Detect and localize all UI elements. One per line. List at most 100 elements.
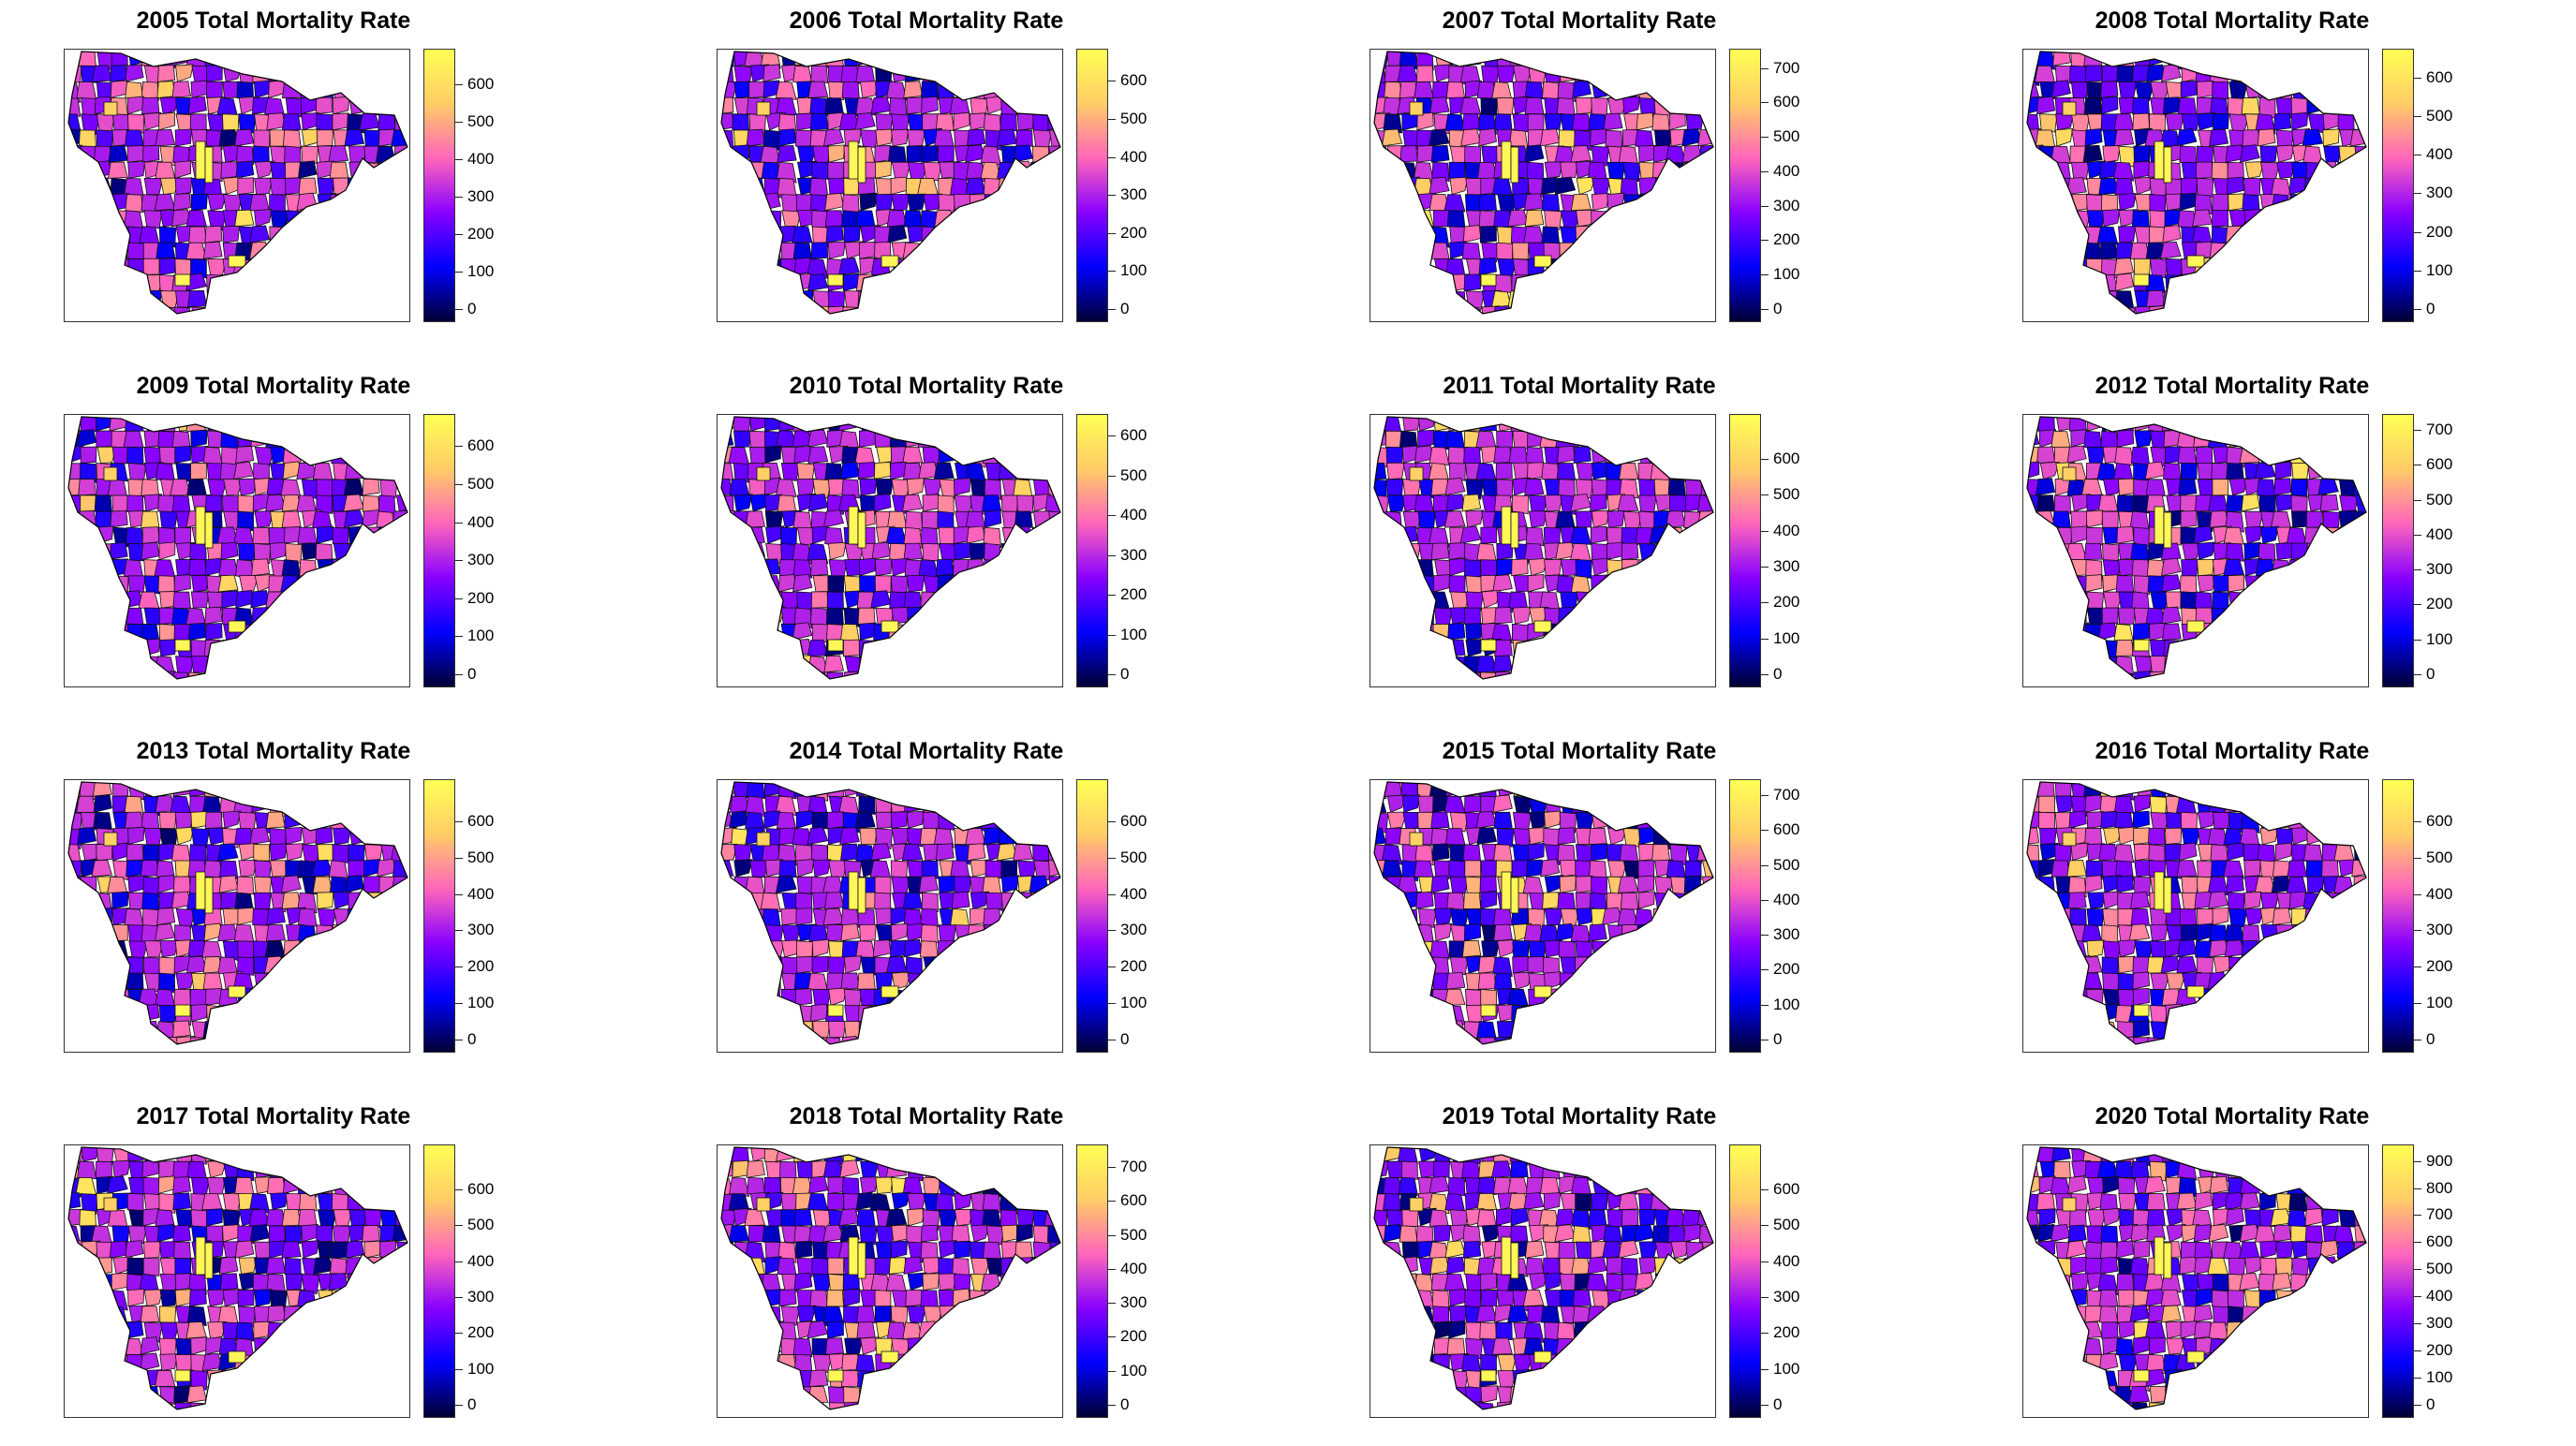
legend-tick: [2414, 1350, 2421, 1352]
color-legend-bar: [2382, 49, 2414, 322]
legend-tick-label: 0: [1773, 1030, 1783, 1048]
legend-tick-label: 700: [2426, 421, 2453, 439]
choropleth-map: [64, 779, 410, 1053]
map-panel: 2008 Total Mortality Rate 0 100 200 300 400 50…: [1961, 4, 2485, 341]
legend-tick: [2414, 1188, 2421, 1189]
legend-tick: [2414, 115, 2421, 117]
choropleth-map: [64, 414, 410, 687]
legend-tick: [1761, 899, 1769, 901]
legend-tick-label: 100: [1120, 625, 1147, 643]
legend-tick: [2414, 430, 2421, 432]
legend-tick-label: 200: [1120, 957, 1147, 976]
choropleth-map: [1369, 414, 1716, 687]
legend-tick: [2414, 77, 2421, 79]
legend-tick: [455, 522, 463, 524]
legend-tick: [455, 122, 463, 123]
panel-title: 2016 Total Mortality Rate: [2095, 738, 2370, 764]
legend-tick: [455, 1368, 463, 1370]
legend-tick: [1108, 1234, 1116, 1236]
legend-tick: [2414, 1160, 2421, 1162]
legend-tick: [1108, 1167, 1116, 1169]
choropleth-map: [717, 49, 1063, 322]
legend-tick-label: 200: [1773, 593, 1800, 612]
legend-tick: [455, 1297, 463, 1299]
legend-tick: [455, 446, 463, 448]
choropleth-map: [2022, 1144, 2369, 1418]
choropleth-map: [717, 1144, 1063, 1418]
legend-tick-label: 0: [1120, 665, 1130, 683]
legend-tick-label: 100: [2426, 629, 2453, 648]
legend-tick-label: 300: [1120, 1293, 1147, 1312]
legend-tick-label: 200: [467, 225, 495, 243]
legend-tick: [1761, 137, 1769, 139]
legend-tick: [2414, 1378, 2421, 1380]
legend-tick: [2414, 639, 2421, 641]
map-panel: 2015 Total Mortality Rate 0 100 200 300 400 50…: [1308, 734, 1832, 1071]
legend-tick: [1761, 1189, 1769, 1191]
panel-title: 2010 Total Mortality Rate: [789, 373, 1064, 399]
legend-tick-label: 500: [467, 1216, 495, 1234]
legend-tick: [2414, 499, 2421, 501]
legend-tick: [1761, 1368, 1769, 1370]
legend-tick: [1761, 274, 1769, 276]
legend-tick: [1761, 1333, 1769, 1335]
legend-tick: [2414, 604, 2421, 606]
color-legend-bar: [2382, 1144, 2414, 1418]
legend-tick-label: 100: [467, 262, 495, 280]
legend-tick: [2414, 1405, 2421, 1406]
map-panel: 2010 Total Mortality Rate 0 100 200 300 400 50…: [655, 369, 1179, 706]
legend-tick-label: 200: [1773, 1323, 1800, 1342]
legend-tick-label: 100: [1773, 995, 1800, 1013]
legend-tick: [455, 159, 463, 160]
legend-tick: [2414, 270, 2421, 272]
legend-tick: [1761, 1405, 1769, 1406]
legend-tick: [2414, 309, 2421, 310]
legend-tick-label: 100: [1120, 994, 1147, 1012]
legend-tick: [1108, 1201, 1116, 1203]
legend-tick: [1108, 634, 1116, 636]
legend-tick-label: 600: [467, 1180, 495, 1199]
map-panel: 2011 Total Mortality Rate 0 100 200 300 400 50…: [1308, 369, 1832, 706]
legend-tick-label: 600: [467, 811, 495, 830]
legend-tick: [1761, 602, 1769, 604]
legend-tick: [1108, 119, 1116, 120]
legend-tick: [455, 1003, 463, 1005]
legend-tick: [2414, 857, 2421, 859]
legend-tick-label: 500: [1120, 848, 1147, 866]
legend-tick-label: 100: [2426, 994, 2453, 1012]
legend-tick-label: 400: [467, 1251, 495, 1270]
legend-tick: [1761, 830, 1769, 832]
legend-tick: [1108, 195, 1116, 197]
legend-tick-label: 400: [1773, 890, 1800, 908]
legend-tick: [1108, 820, 1116, 822]
choropleth-map: [1369, 779, 1716, 1053]
legend-tick: [1761, 67, 1769, 69]
legend-tick-label: 100: [1120, 1361, 1147, 1380]
legend-tick: [2414, 534, 2421, 536]
panel-title: 2018 Total Mortality Rate: [789, 1103, 1064, 1129]
legend-tick: [455, 309, 463, 310]
panel-title: 2009 Total Mortality Rate: [136, 373, 411, 399]
legend-tick: [1108, 1370, 1116, 1372]
color-legend-bar: [1076, 1144, 1108, 1418]
legend-tick: [455, 598, 463, 599]
choropleth-map: [2022, 414, 2369, 687]
legend-tick-label: 700: [1773, 786, 1800, 804]
legend-tick-label: 500: [467, 475, 495, 493]
legend-tick-label: 300: [1120, 921, 1147, 939]
legend-tick: [1108, 857, 1116, 859]
legend-tick-label: 500: [1120, 1225, 1147, 1244]
legend-tick-label: 400: [1120, 884, 1147, 903]
legend-tick-label: 500: [1120, 465, 1147, 484]
panel-title: 2017 Total Mortality Rate: [136, 1103, 411, 1129]
legend-tick: [2414, 231, 2421, 233]
legend-tick-label: 400: [2426, 884, 2453, 903]
legend-tick-label: 0: [467, 1395, 477, 1413]
legend-tick-label: 100: [2426, 260, 2453, 279]
legend-tick: [1761, 1225, 1769, 1227]
panel-title: 2006 Total Mortality Rate: [789, 7, 1064, 34]
legend-tick-label: 500: [467, 848, 495, 866]
panel-title: 2015 Total Mortality Rate: [1442, 738, 1717, 764]
legend-tick-label: 400: [1773, 521, 1800, 539]
legend-tick: [2414, 1215, 2421, 1217]
